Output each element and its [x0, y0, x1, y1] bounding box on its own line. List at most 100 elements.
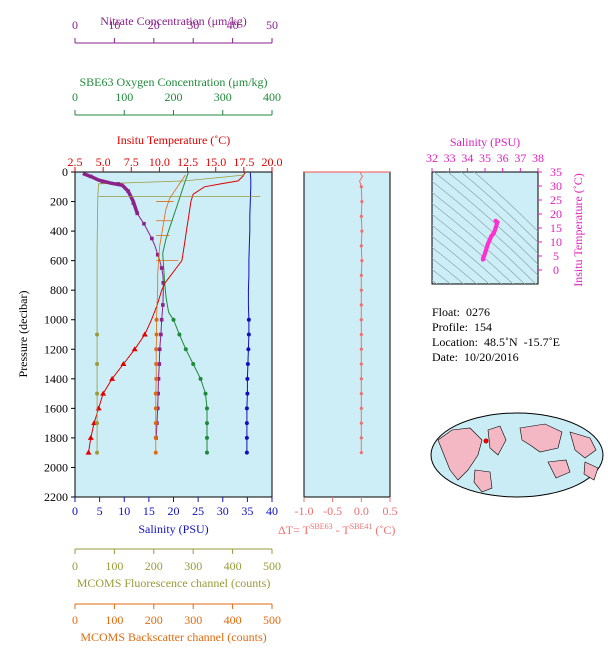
- backscatter-point: [153, 421, 158, 426]
- backscatter-point: [154, 362, 159, 367]
- y-tick-label: 1000: [44, 313, 68, 327]
- temperature-tick-label: 10.0: [149, 155, 170, 169]
- temperature-tick-label: 17.5: [233, 155, 254, 169]
- ts-y-tick-label: 0: [553, 263, 559, 277]
- y-tick-label: 2000: [44, 460, 68, 474]
- salinity-tick-label: 15: [143, 504, 155, 518]
- salinity-point: [246, 317, 251, 322]
- nitrate-point: [157, 362, 162, 366]
- oxygen-tick-label: 400: [263, 90, 281, 104]
- delta-point: [359, 362, 363, 366]
- backscatter-point: [154, 376, 159, 381]
- nitrate-point: [155, 252, 160, 257]
- salinity-tick-label: 10: [118, 504, 130, 518]
- ts-y-tick-label: 25: [550, 193, 562, 207]
- ts-y-axis-title: Insitu Temperature (˚C): [571, 173, 585, 287]
- temperature-point: [85, 449, 92, 455]
- y-tick-label: 2200: [44, 490, 68, 504]
- nitrate-point: [159, 266, 164, 270]
- delta-point: [360, 229, 364, 233]
- y-tick-label: 200: [50, 195, 68, 209]
- ts-y-tick-label: 30: [550, 179, 562, 193]
- density-contour: [432, 180, 538, 276]
- salinity-point: [245, 362, 250, 367]
- y-tick-label: 800: [50, 283, 68, 297]
- temperature-tick-label: 5.0: [96, 155, 111, 169]
- date: Date: 10/20/2016: [432, 350, 519, 364]
- nitrate-point: [150, 236, 154, 241]
- salinity-point: [244, 450, 249, 455]
- salinity-tick-label: 35: [241, 504, 253, 518]
- delta-axis-title-sup: SBE63: [310, 522, 333, 531]
- nitrate-tick-label: 20: [148, 18, 160, 32]
- delta-point: [359, 421, 363, 425]
- salinity-point: [244, 435, 249, 440]
- delta-point: [359, 436, 363, 440]
- fluorescence-point: [95, 450, 100, 455]
- density-contour: [432, 224, 502, 284]
- ts-x-tick-label: 33: [444, 151, 456, 165]
- delta-axis-title: ΔT= TSBE63 - TSBE41 (˚C): [278, 522, 395, 537]
- delta-point: [360, 259, 364, 263]
- map-land: [569, 431, 597, 459]
- delta-tick-label: -0.5: [323, 504, 342, 518]
- backscatter-point: [154, 347, 159, 352]
- y-tick-label: 1400: [44, 372, 68, 386]
- nitrate-point: [161, 280, 166, 285]
- ts-x-tick-label: 32: [426, 151, 438, 165]
- ts-point: [480, 257, 485, 262]
- nitrate-surface-cluster: [82, 171, 139, 214]
- ts-diagram: Salinity (PSU) 32 33 34 35 36 37 38 051015202530…: [426, 135, 585, 287]
- backscatter-point: [153, 391, 158, 396]
- salinity-series-line: [246, 172, 252, 453]
- oxygen-point: [177, 332, 182, 337]
- nitrate-point: [159, 332, 163, 337]
- ts-y-tick-label: 5: [553, 249, 559, 263]
- nitrate-tick-label: 30: [187, 18, 199, 32]
- backscatter-series-line: [155, 174, 186, 453]
- nitrate-point: [161, 303, 165, 307]
- delta-point: [359, 303, 363, 307]
- salinity-tick-label: 5: [97, 504, 103, 518]
- temperature-tick-label: 2.5: [68, 155, 83, 169]
- backscatter-tick-label: 100: [105, 613, 123, 627]
- delta-point: [359, 244, 363, 248]
- density-contour: [432, 235, 490, 284]
- y-tick-label: 1600: [44, 401, 68, 415]
- fluorescence-point: [95, 421, 100, 426]
- salinity-tick-label: 30: [217, 504, 229, 518]
- temperature-tick-label: 15.0: [205, 155, 226, 169]
- nitrate-point: [142, 221, 146, 226]
- ts-x-tick-label: 36: [497, 151, 509, 165]
- salinity-tick-label: 20: [168, 504, 180, 518]
- ts-plot-background: [431, 171, 539, 285]
- y-tick-label: 0: [62, 165, 68, 179]
- salinity-point: [246, 332, 251, 337]
- temperature-tick-label: 20.0: [262, 155, 283, 169]
- fluorescence-point: [95, 362, 100, 367]
- oxygen-point: [204, 406, 209, 411]
- delta-point: [359, 185, 363, 189]
- oxygen-tick-label: 100: [115, 90, 133, 104]
- nitrate-tick-label: 10: [108, 18, 120, 32]
- nitrate-point: [156, 391, 160, 396]
- ts-x-tick-label: 37: [514, 151, 526, 165]
- salinity-point: [245, 376, 250, 381]
- oxygen-tick-label: 300: [214, 90, 232, 104]
- oxygen-series-line: [162, 172, 208, 453]
- delta-point: [359, 273, 363, 278]
- world-map: [430, 412, 604, 498]
- map-land: [473, 469, 493, 493]
- backscatter-tick-label: 500: [263, 613, 281, 627]
- ts-y-tick-label: 10: [550, 235, 562, 249]
- oxygen-point: [204, 450, 209, 455]
- delta-point: [359, 406, 363, 410]
- delta-tick-label: -1.0: [295, 504, 314, 518]
- location: Location: 48.5˚N -15.7˚E: [432, 335, 560, 349]
- ts-y-tick-label: 20: [550, 207, 562, 221]
- temperature-point: [100, 390, 107, 396]
- main-profile-plot: 0200400600800100012001400160018002000220…: [16, 14, 283, 644]
- oxygen-point: [191, 362, 196, 367]
- ts-x-tick-label: 35: [479, 151, 491, 165]
